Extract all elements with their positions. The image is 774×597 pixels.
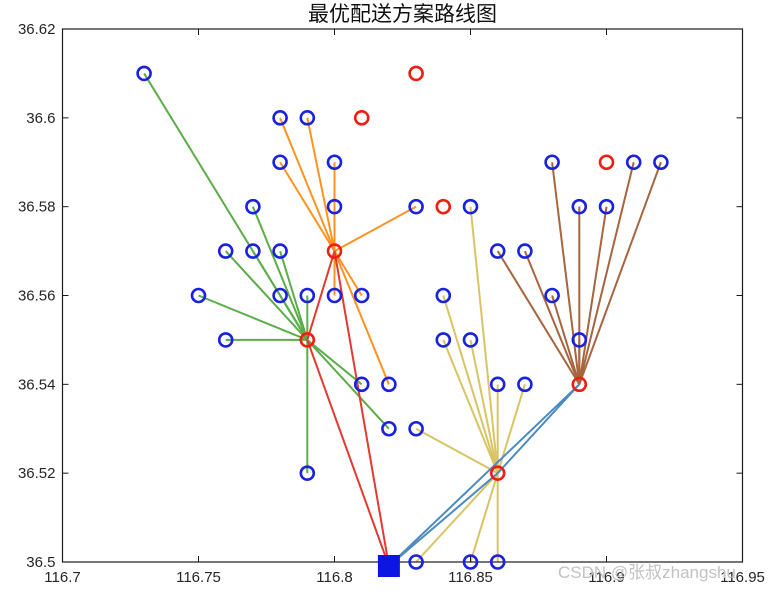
red-point — [353, 110, 370, 126]
customer-point — [408, 198, 424, 215]
customer-point — [571, 332, 588, 348]
red-point — [435, 198, 452, 215]
customer-point — [272, 154, 288, 171]
watermark: CSDN @张叔zhangshu — [558, 564, 736, 582]
customer-point — [625, 154, 642, 171]
assignment-line-c1 — [198, 294, 308, 341]
customer-point — [489, 376, 506, 393]
customer-point — [326, 287, 343, 304]
cluster-center-c1 — [299, 332, 316, 348]
assignment-line-c3 — [415, 427, 499, 475]
customer-point — [381, 420, 397, 437]
customer-point — [217, 243, 234, 259]
customer-point — [326, 198, 343, 215]
axes-box — [61, 28, 744, 563]
assignment-line-c4 — [523, 250, 581, 385]
customer-point — [353, 287, 370, 304]
x-tick-label: 116.9 — [588, 569, 624, 586]
customer-point — [598, 198, 615, 215]
customer-point — [517, 243, 533, 259]
y-tick-label: 36.6 — [26, 110, 55, 127]
customer-point — [517, 376, 533, 393]
customer-point — [462, 198, 479, 215]
assignment-line-c3 — [469, 206, 499, 474]
red-point — [598, 154, 615, 171]
customer-point — [272, 287, 288, 304]
cluster-center-c3 — [489, 465, 506, 481]
assignment-line-c2 — [333, 250, 363, 297]
assignment-line-c1 — [224, 250, 309, 341]
assignment-line-c1 — [306, 339, 390, 430]
assignment-line-c2 — [279, 161, 336, 252]
route-blue — [388, 383, 581, 567]
customer-point — [326, 154, 343, 171]
x-tick-label: 116.95 — [720, 569, 765, 586]
watermark-text: CSDN @张叔zhangshu — [558, 563, 736, 582]
assignment-line-c3 — [469, 472, 499, 563]
customer-point — [544, 154, 560, 171]
assignment-line-c4 — [496, 250, 581, 385]
assignment-line-c4 — [578, 161, 662, 385]
y-tick-label: 36.54 — [18, 376, 56, 393]
assignment-line-c3 — [442, 295, 499, 474]
customer-point — [462, 554, 479, 570]
assignment-line-c4 — [551, 295, 581, 385]
customer-point — [299, 465, 316, 481]
depot-marker — [377, 555, 400, 577]
customer-point — [653, 154, 669, 171]
assignment-line-c3 — [415, 472, 499, 563]
assignment-line-c4 — [578, 206, 608, 385]
assignment-line-c2 — [306, 117, 336, 252]
route-red — [306, 250, 390, 567]
assignment-line-c1 — [279, 250, 309, 341]
red-point — [408, 65, 424, 82]
assignment-line-c4 — [578, 162, 635, 385]
assignment-line-c2 — [279, 117, 336, 252]
customer-point — [408, 554, 424, 570]
customer-point — [272, 243, 288, 259]
assignment-line-c2 — [333, 250, 390, 385]
assignment-line-c1 — [306, 339, 363, 386]
assignment-line-c3 — [442, 339, 499, 474]
cluster-center-c4 — [571, 376, 588, 393]
customer-point — [381, 376, 397, 393]
customer-point — [245, 198, 261, 215]
x-tick-label: 116.7 — [44, 569, 80, 586]
assignment-line-c4 — [551, 162, 581, 385]
customer-point — [272, 110, 288, 126]
customer-point — [136, 65, 152, 82]
x-tick-label: 116.85 — [448, 569, 493, 586]
y-tick-label: 36.62 — [18, 21, 56, 38]
y-tick-label: 36.56 — [18, 288, 56, 305]
assignment-line-c1 — [279, 294, 309, 341]
customer-point — [299, 287, 316, 304]
customer-point — [190, 287, 207, 304]
x-tick-label: 116.75 — [176, 569, 221, 586]
assignment-line-c2 — [334, 205, 417, 252]
customer-point — [571, 198, 588, 215]
customer-point — [544, 287, 560, 304]
assignment-line-c3 — [496, 384, 526, 474]
customer-point — [489, 554, 506, 570]
x-tick-label: 116.8 — [316, 569, 352, 586]
cluster-center-c2 — [326, 243, 343, 259]
customer-point — [435, 332, 452, 348]
customer-point — [435, 287, 452, 304]
customer-point — [408, 420, 424, 437]
assignment-line-c1 — [251, 206, 309, 341]
customer-point — [217, 332, 234, 348]
y-tick-label: 36.5 — [26, 554, 55, 571]
customer-point — [489, 243, 506, 259]
y-tick-label: 36.58 — [18, 199, 56, 216]
y-tick-label: 36.52 — [18, 465, 56, 482]
customer-point — [245, 243, 261, 259]
customer-point — [299, 110, 316, 126]
assignment-line-c3 — [469, 339, 499, 474]
customer-point — [353, 376, 370, 393]
chart-title: 最优配送方案路线图 — [308, 3, 497, 26]
customer-point — [462, 332, 479, 348]
